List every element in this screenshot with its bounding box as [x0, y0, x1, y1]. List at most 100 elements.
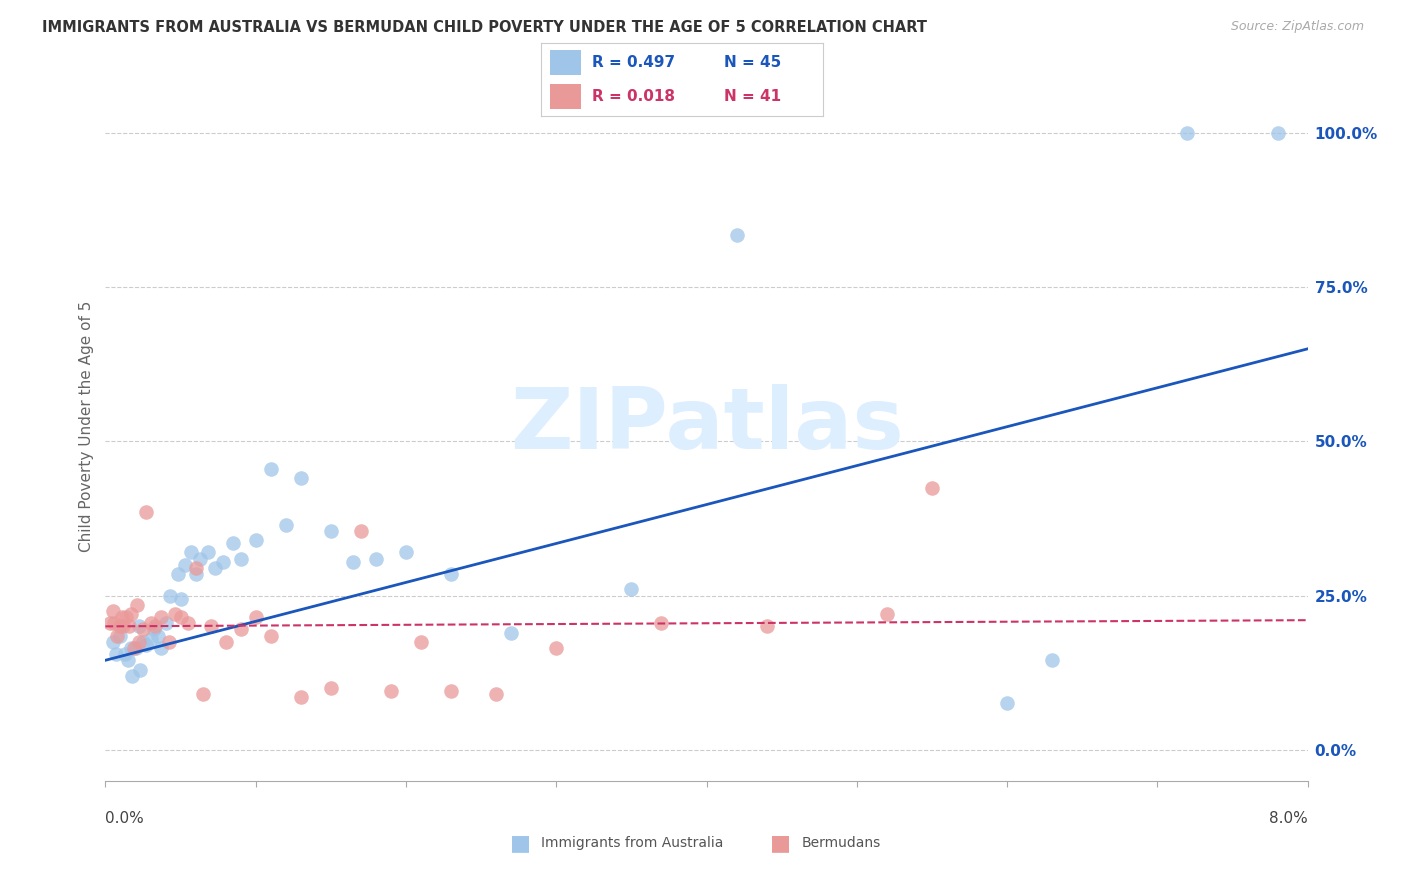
Text: R = 0.497: R = 0.497	[592, 55, 675, 70]
Point	[245, 610, 267, 624]
Text: 0.0%: 0.0%	[105, 812, 145, 826]
Point	[620, 582, 643, 597]
Text: ■: ■	[510, 833, 530, 853]
Point	[650, 616, 672, 631]
Point	[921, 481, 943, 495]
Text: Bermudans: Bermudans	[801, 836, 880, 850]
Point	[546, 640, 568, 655]
Point	[124, 640, 146, 655]
Text: Immigrants from Australia: Immigrants from Australia	[541, 836, 724, 850]
Point	[129, 663, 152, 677]
Point	[157, 634, 180, 648]
Point	[110, 629, 132, 643]
Text: N = 45: N = 45	[724, 55, 782, 70]
Point	[128, 634, 150, 648]
Point	[1175, 126, 1198, 140]
Point	[188, 551, 211, 566]
Text: N = 41: N = 41	[724, 88, 782, 103]
Point	[169, 591, 191, 606]
Point	[191, 687, 214, 701]
Point	[755, 619, 778, 633]
Text: 8.0%: 8.0%	[1268, 812, 1308, 826]
Point	[114, 647, 136, 661]
Point	[876, 607, 898, 621]
Point	[125, 598, 148, 612]
Bar	[550, 50, 581, 75]
Point	[101, 634, 124, 648]
Point	[222, 536, 245, 550]
Point	[204, 561, 226, 575]
Point	[184, 566, 207, 581]
Point	[350, 524, 373, 538]
Point	[135, 638, 157, 652]
Point	[174, 558, 197, 572]
Point	[245, 533, 267, 547]
Point	[290, 471, 312, 485]
Point	[159, 589, 181, 603]
Point	[121, 668, 143, 682]
Point	[197, 545, 219, 559]
Point	[440, 684, 463, 698]
Point	[115, 610, 138, 624]
Point	[180, 545, 202, 559]
Text: Source: ZipAtlas.com: Source: ZipAtlas.com	[1230, 20, 1364, 33]
Point	[98, 616, 121, 631]
Point	[132, 634, 155, 648]
Point	[166, 566, 188, 581]
Point	[177, 616, 200, 631]
Point	[142, 623, 165, 637]
Point	[260, 629, 283, 643]
Point	[143, 619, 166, 633]
Point	[169, 610, 191, 624]
Point	[139, 616, 162, 631]
Point	[342, 555, 364, 569]
Point	[211, 555, 233, 569]
Point	[120, 607, 142, 621]
Point	[163, 607, 186, 621]
Point	[380, 684, 402, 698]
Point	[1040, 653, 1063, 667]
Text: ZIPatlas: ZIPatlas	[509, 384, 904, 467]
Point	[150, 610, 173, 624]
Point	[290, 690, 312, 705]
Point	[184, 561, 207, 575]
Point	[229, 623, 252, 637]
Point	[120, 640, 142, 655]
Point	[319, 524, 342, 538]
Text: IMMIGRANTS FROM AUSTRALIA VS BERMUDAN CHILD POVERTY UNDER THE AGE OF 5 CORRELATI: IMMIGRANTS FROM AUSTRALIA VS BERMUDAN CH…	[42, 20, 927, 35]
Point	[112, 619, 135, 633]
Point	[485, 687, 508, 701]
Point	[501, 625, 523, 640]
Point	[132, 623, 155, 637]
Point	[150, 640, 173, 655]
Y-axis label: Child Poverty Under the Age of 5: Child Poverty Under the Age of 5	[79, 301, 94, 551]
Point	[103, 616, 125, 631]
Point	[200, 619, 222, 633]
Point	[395, 545, 418, 559]
Point	[229, 551, 252, 566]
Point	[146, 629, 169, 643]
Bar	[550, 84, 581, 109]
Point	[214, 634, 236, 648]
Point	[110, 619, 132, 633]
Point	[725, 227, 748, 242]
Point	[155, 616, 177, 631]
Point	[995, 697, 1018, 711]
Point	[274, 517, 297, 532]
Point	[139, 632, 162, 646]
Point	[440, 566, 463, 581]
Point	[101, 604, 124, 618]
Point	[260, 462, 283, 476]
Point	[117, 653, 139, 667]
Point	[118, 619, 141, 633]
Point	[128, 619, 150, 633]
Point	[319, 681, 342, 695]
Text: ■: ■	[770, 833, 790, 853]
Point	[111, 610, 134, 624]
Point	[1267, 126, 1289, 140]
Point	[122, 640, 145, 655]
Point	[409, 634, 432, 648]
Point	[107, 629, 129, 643]
Text: R = 0.018: R = 0.018	[592, 88, 675, 103]
Point	[135, 505, 157, 519]
